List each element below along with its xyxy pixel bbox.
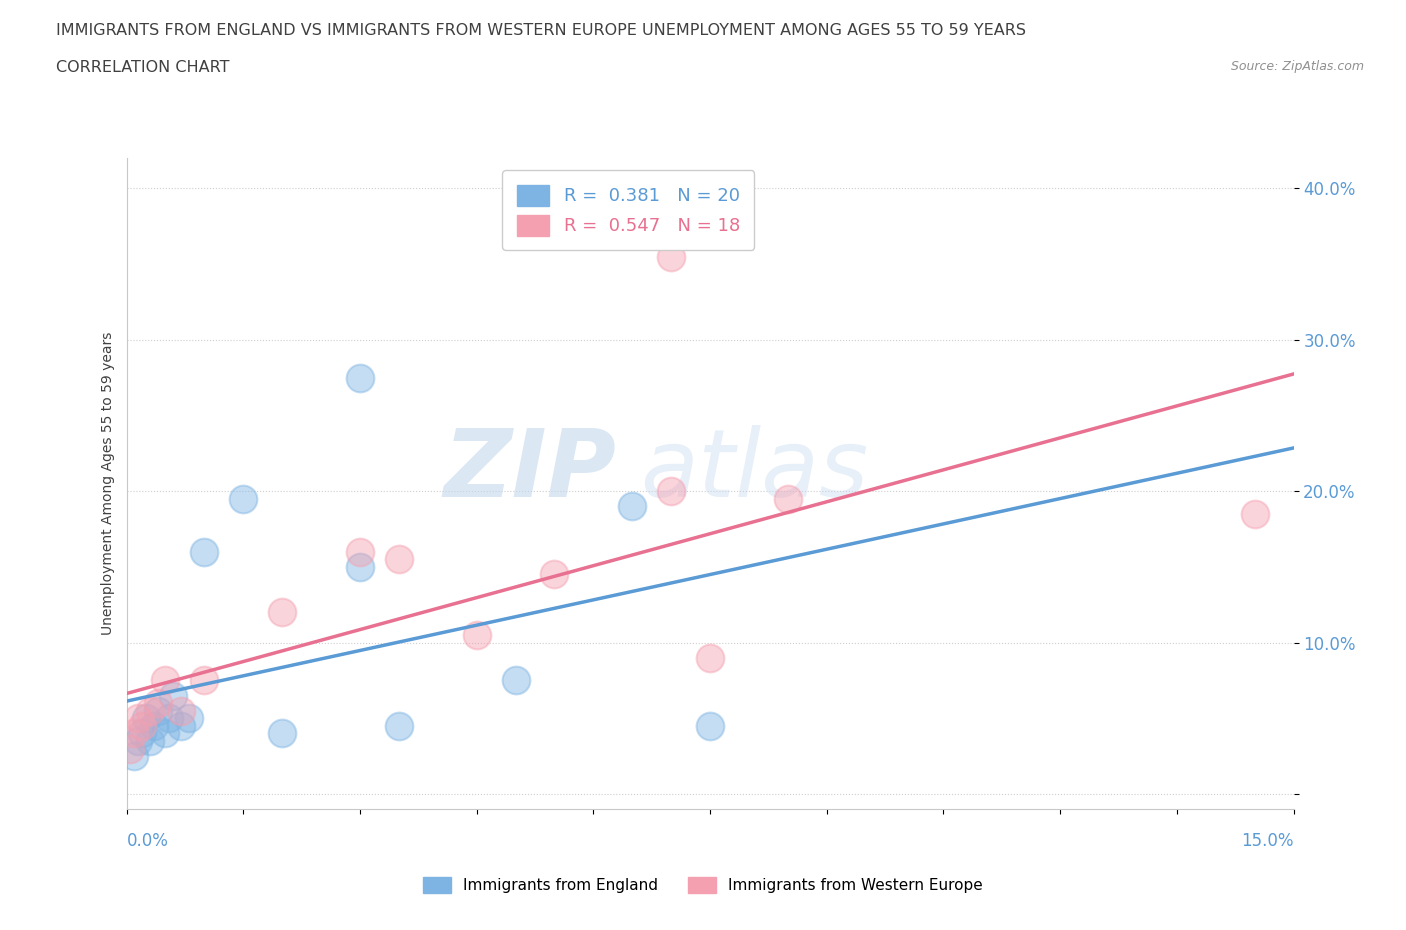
Text: IMMIGRANTS FROM ENGLAND VS IMMIGRANTS FROM WESTERN EUROPE UNEMPLOYMENT AMONG AGE: IMMIGRANTS FROM ENGLAND VS IMMIGRANTS FR… bbox=[56, 23, 1026, 38]
Point bbox=[621, 498, 644, 513]
Point bbox=[543, 567, 565, 582]
Point bbox=[146, 696, 169, 711]
Text: Source: ZipAtlas.com: Source: ZipAtlas.com bbox=[1230, 60, 1364, 73]
Point bbox=[155, 726, 177, 741]
Point bbox=[124, 749, 146, 764]
Text: CORRELATION CHART: CORRELATION CHART bbox=[56, 60, 229, 75]
Point bbox=[699, 650, 721, 665]
Point bbox=[135, 711, 157, 725]
Point bbox=[659, 249, 682, 264]
Point bbox=[139, 703, 162, 718]
Point bbox=[162, 688, 184, 703]
Point bbox=[146, 703, 169, 718]
Text: 15.0%: 15.0% bbox=[1241, 832, 1294, 850]
Point bbox=[271, 604, 294, 619]
Point bbox=[139, 734, 162, 749]
Text: ZIP: ZIP bbox=[444, 425, 617, 516]
Y-axis label: Unemployment Among Ages 55 to 59 years: Unemployment Among Ages 55 to 59 years bbox=[101, 332, 115, 635]
Point bbox=[142, 718, 165, 733]
Point bbox=[124, 726, 146, 741]
Point bbox=[131, 718, 153, 733]
Legend: Immigrants from England, Immigrants from Western Europe: Immigrants from England, Immigrants from… bbox=[418, 870, 988, 899]
Point bbox=[1243, 507, 1265, 522]
Point bbox=[157, 711, 180, 725]
Point bbox=[155, 673, 177, 688]
Point bbox=[349, 544, 371, 559]
Point bbox=[131, 726, 153, 741]
Point bbox=[505, 673, 527, 688]
Point bbox=[127, 711, 149, 725]
Legend: R =  0.381   N = 20, R =  0.547   N = 18: R = 0.381 N = 20, R = 0.547 N = 18 bbox=[502, 170, 755, 250]
Point bbox=[388, 718, 411, 733]
Point bbox=[349, 370, 371, 385]
Point bbox=[465, 628, 488, 643]
Point bbox=[388, 551, 411, 566]
Point bbox=[193, 673, 215, 688]
Point bbox=[170, 718, 193, 733]
Text: atlas: atlas bbox=[640, 425, 869, 516]
Point bbox=[170, 703, 193, 718]
Point bbox=[699, 718, 721, 733]
Point bbox=[127, 734, 149, 749]
Point bbox=[776, 491, 799, 506]
Point bbox=[177, 711, 200, 725]
Point bbox=[232, 491, 254, 506]
Point bbox=[271, 726, 294, 741]
Text: 0.0%: 0.0% bbox=[127, 832, 169, 850]
Point bbox=[659, 484, 682, 498]
Point bbox=[120, 741, 142, 756]
Point bbox=[193, 544, 215, 559]
Point bbox=[349, 560, 371, 575]
